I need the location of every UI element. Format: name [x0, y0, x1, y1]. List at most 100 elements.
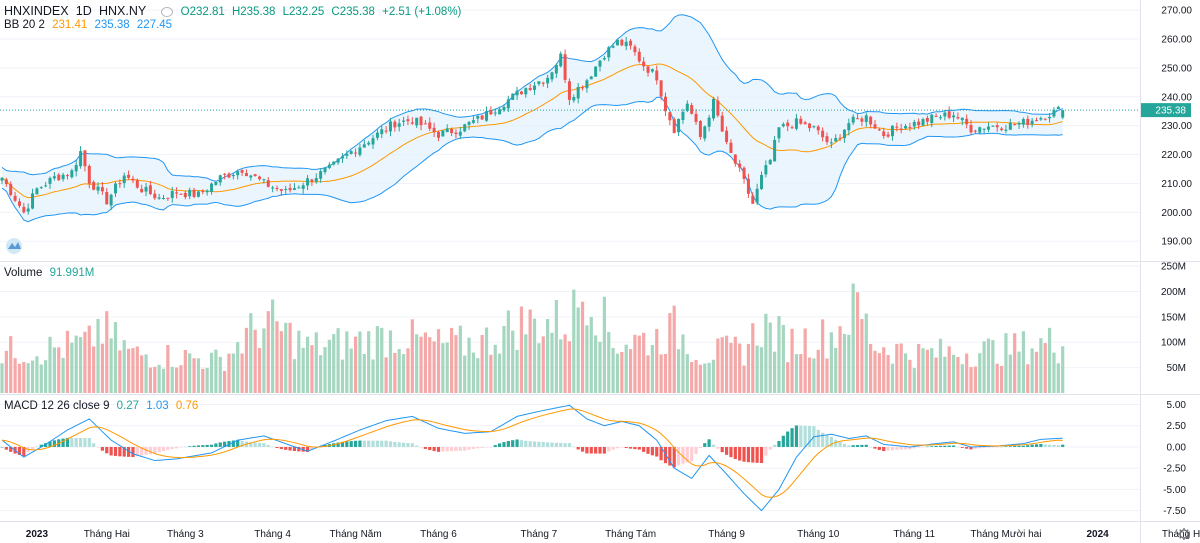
volume-bar: [109, 338, 113, 393]
volume-bar: [903, 353, 908, 393]
candle-body: [650, 69, 654, 72]
volume-bar: [223, 370, 227, 393]
macd-histogram-bar: [917, 446, 921, 448]
candle-body: [419, 116, 423, 126]
candle-body: [991, 125, 995, 127]
candle-body: [266, 180, 270, 187]
volume-bar: [969, 367, 973, 393]
candle-body: [327, 164, 331, 168]
volume-bar: [279, 331, 283, 393]
candle-body: [1048, 117, 1052, 119]
logo-icon[interactable]: [6, 238, 22, 254]
macd-histogram-bar: [223, 441, 227, 447]
volume-bar: [170, 366, 174, 393]
volume-bar: [415, 334, 419, 393]
candle-body: [4, 179, 8, 185]
eye-icon[interactable]: [161, 6, 174, 17]
volume-bar: [397, 349, 401, 393]
candle-body: [585, 80, 589, 89]
volume-bar: [786, 362, 790, 393]
price-tick-label: 220.00: [1161, 150, 1192, 161]
time-axis-label: Tháng Hai: [1162, 529, 1200, 540]
volume-bar: [288, 322, 292, 393]
macd-histogram-bar: [196, 445, 201, 447]
macd-histogram-bar: [633, 446, 637, 450]
volume-bar: [266, 311, 270, 393]
candle-body: [668, 112, 672, 121]
volume-bar: [52, 347, 56, 393]
volume-bar: [0, 363, 4, 393]
candle-body: [118, 183, 122, 185]
candle-body: [506, 99, 510, 109]
macd-histogram-bar: [807, 426, 812, 447]
macd-histogram-bar: [105, 446, 109, 454]
macd-histogram-bar: [864, 444, 868, 447]
macd-histogram-bar: [388, 441, 393, 447]
macd-histogram-bar: [480, 446, 484, 448]
candle-body: [310, 179, 314, 182]
macd-histogram-bar: [126, 446, 131, 457]
candle-body: [463, 124, 467, 132]
macd-histogram-bar: [467, 446, 471, 450]
macd-histogram-bar: [733, 446, 737, 460]
candle-body: [877, 129, 881, 131]
macd-histogram-bar: [262, 443, 266, 447]
macd-histogram-bar: [393, 441, 397, 447]
candle-body: [904, 125, 908, 129]
volume-bar: [781, 324, 785, 393]
candle-body: [864, 115, 868, 123]
macd-legend[interactable]: MACD 12 26 close 9 0.27 1.03 0.76: [4, 400, 202, 412]
volume-bar: [1034, 351, 1039, 393]
volume-bar: [336, 328, 340, 393]
macd-histogram-bar: [1056, 445, 1060, 447]
candle-body: [0, 177, 4, 181]
volume-bar: [777, 316, 781, 393]
macd-histogram-bar: [35, 446, 39, 448]
price-tick-label: 250.00: [1161, 63, 1192, 74]
macd-histogram-bar: [742, 446, 746, 462]
candle-body: [175, 192, 179, 194]
macd-histogram-bar: [860, 444, 864, 447]
candle-body: [930, 114, 934, 124]
macd-histogram-bar: [166, 446, 170, 450]
macd-histogram-bar: [441, 446, 445, 452]
candle-body: [611, 46, 615, 48]
volume-bar: [201, 368, 205, 393]
gear-icon[interactable]: [1178, 528, 1190, 540]
macd-histogram-bar: [969, 446, 973, 450]
macd-histogram-bar: [375, 440, 379, 447]
macd-histogram-bar: [498, 443, 502, 447]
macd-histogram-bar: [48, 441, 52, 447]
volume-tick-label: 200M: [1161, 287, 1186, 298]
volume-bar: [698, 364, 702, 393]
interval-label[interactable]: 1D: [75, 4, 92, 18]
macd-histogram-bar: [410, 443, 414, 447]
volume-bar: [74, 335, 78, 393]
volume-bar: [681, 334, 685, 393]
candle-body: [912, 122, 916, 127]
volume-bar: [135, 346, 139, 393]
volume-bar: [249, 313, 253, 393]
symbol-label[interactable]: HNXINDEX: [4, 4, 69, 18]
macd-histogram-bar: [22, 446, 26, 457]
candle-body: [157, 197, 161, 199]
volume-bar: [498, 353, 502, 393]
volume-bar: [947, 346, 951, 393]
volume-bar: [851, 283, 855, 393]
candle-body: [1052, 109, 1056, 117]
candle-body: [581, 87, 585, 89]
volume-legend[interactable]: Volume 91.991M: [4, 267, 98, 279]
candle-body: [332, 161, 336, 165]
macd-histogram-bar: [668, 446, 672, 466]
volume-bar: [126, 348, 131, 393]
price-tick-label: 230.00: [1161, 121, 1192, 132]
volume-bar: [925, 349, 929, 393]
macd-histogram-bar: [803, 425, 807, 447]
volume-bar: [140, 355, 144, 393]
bb-legend[interactable]: BB 20 2 231.41 235.38 227.45: [4, 19, 176, 31]
volume-bar: [319, 355, 323, 393]
volume-bar: [458, 325, 462, 393]
candle-body: [943, 112, 947, 117]
macd-histogram-bar: [144, 446, 148, 455]
candle-body: [986, 126, 990, 130]
